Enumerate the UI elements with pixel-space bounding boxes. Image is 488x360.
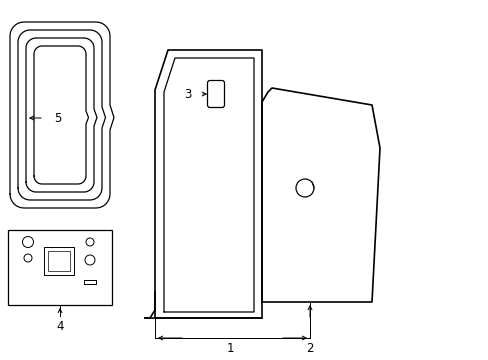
Text: 3: 3 [184, 87, 191, 100]
FancyBboxPatch shape [207, 81, 224, 108]
Text: 5: 5 [54, 112, 61, 125]
Bar [48, 251, 70, 271]
Bar [8, 230, 112, 305]
Text: 1: 1 [226, 342, 233, 355]
Text: 2: 2 [305, 342, 313, 355]
Bar [44, 247, 74, 275]
Text: 4: 4 [56, 320, 63, 333]
